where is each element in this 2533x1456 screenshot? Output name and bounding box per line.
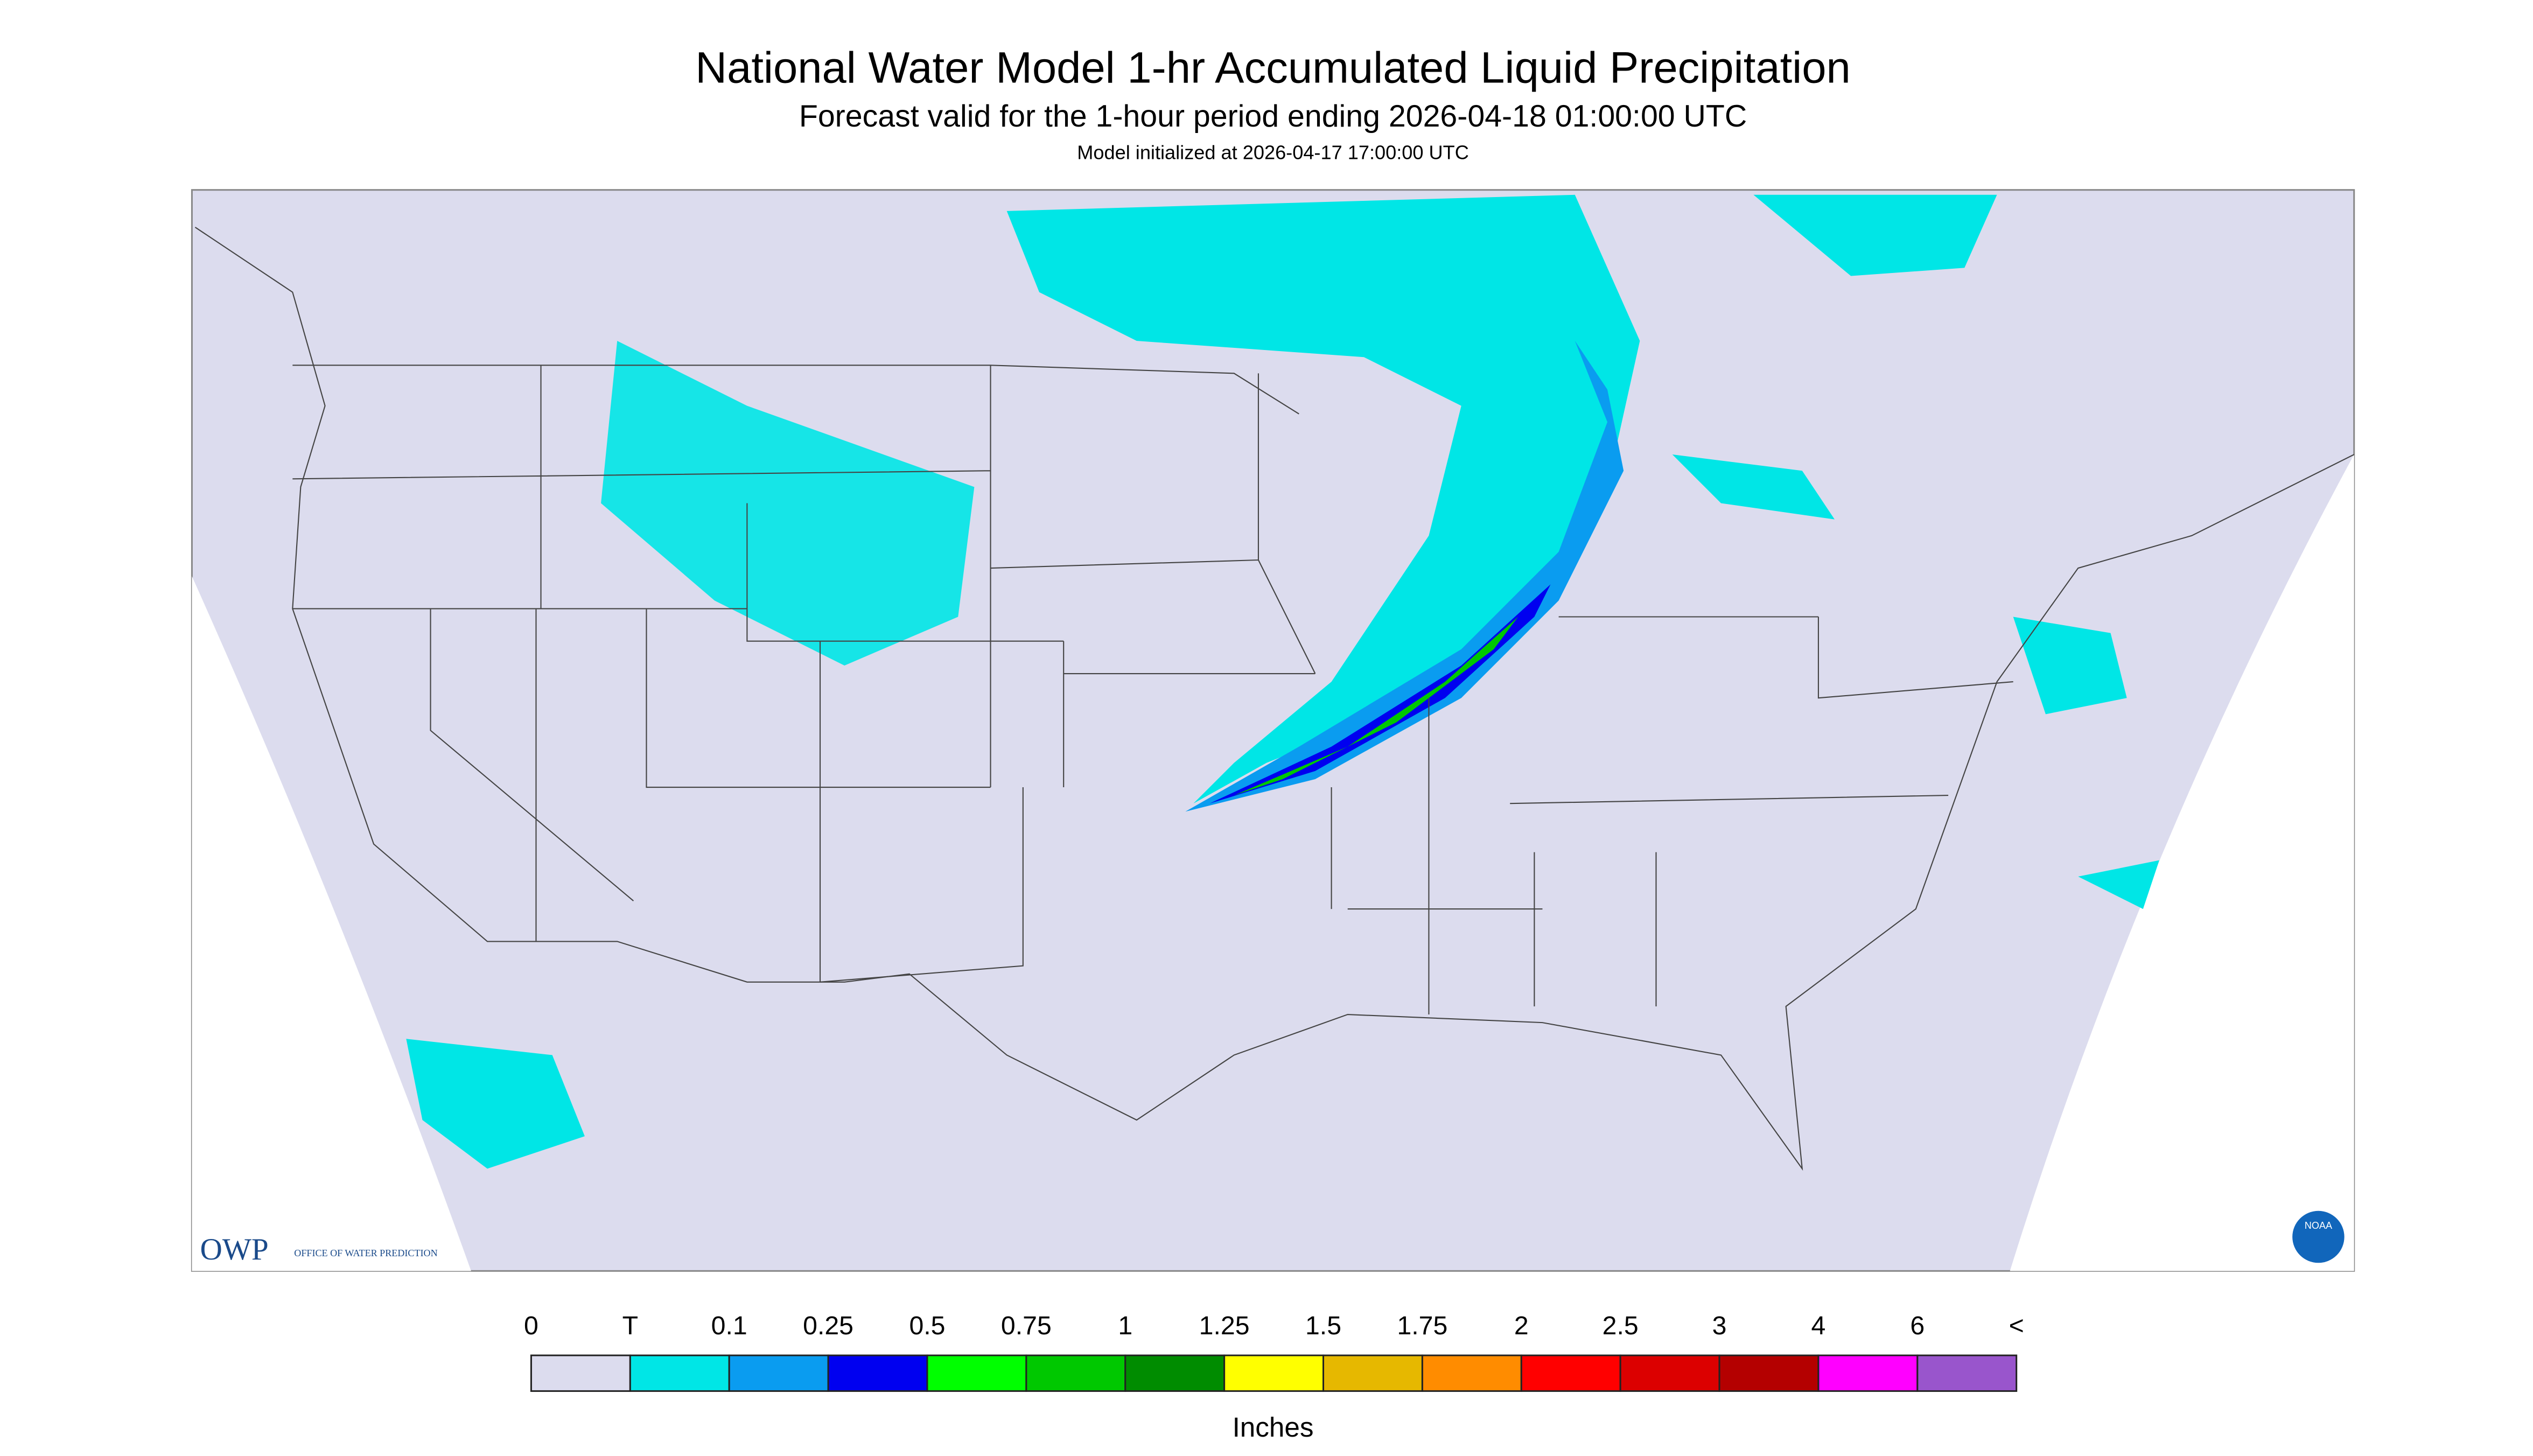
colorbar-label: 4 [1811, 1311, 1826, 1340]
outside-right [2010, 454, 2354, 1271]
colorbar-label: 0.1 [711, 1311, 747, 1340]
colorbar-box [827, 1354, 928, 1392]
init-note: Model initialized at 2026-04-17 17:00:00… [1077, 141, 1469, 163]
colorbar-label: 0.5 [909, 1311, 945, 1340]
colorbar-label: 3 [1712, 1311, 1727, 1340]
colorbar-label: 1.25 [1199, 1311, 1250, 1340]
colorbar-unit: Inches [1233, 1412, 1314, 1443]
colorbar-label: 6 [1910, 1311, 1925, 1340]
colorbar-box [1323, 1354, 1423, 1392]
colorbar-box [1421, 1354, 1522, 1392]
map: OWP OFFICE OF WATER PREDICTION NOAA [191, 189, 2355, 1272]
noaa-logo [2292, 1210, 2345, 1263]
colorbar-box [1520, 1354, 1621, 1392]
colorbar-box [1223, 1354, 1325, 1392]
colorbar-box [1916, 1354, 2018, 1392]
colorbar-label: 1.5 [1305, 1311, 1341, 1340]
title: National Water Model 1-hr Accumulated Li… [695, 44, 1850, 93]
colorbar-label: 1 [1118, 1311, 1132, 1340]
colorbar-label: 0.75 [1001, 1311, 1052, 1340]
noaa-text: NOAA [2305, 1220, 2333, 1231]
colorbar-box [530, 1354, 631, 1392]
colorbar-label: 1.75 [1397, 1311, 1447, 1340]
boundaries [194, 227, 2355, 1171]
colorbar-box [629, 1354, 730, 1392]
colorbar-label: 0 [524, 1311, 538, 1340]
colorbar-label: T [622, 1311, 638, 1340]
colorbar: 0 T 0.1 0.25 0.5 0.75 1 1.25 1.5 1.75 2 2.5 3 4 6 < [524, 1311, 2024, 1392]
colorbar-label: 2 [1514, 1311, 1529, 1340]
colorbar-box [1718, 1354, 1820, 1392]
colorbar-box [1025, 1354, 1126, 1392]
colorbar-box [926, 1354, 1027, 1392]
colorbar-label: 2.5 [1603, 1311, 1639, 1340]
outside-left [192, 576, 471, 1271]
colorbar-box [728, 1354, 829, 1392]
colorbar-box [1817, 1354, 1919, 1392]
colorbar-box [1619, 1354, 1720, 1392]
logo-name: OWP [200, 1233, 268, 1266]
subtitle: Forecast valid for the 1-hour period end… [799, 99, 1747, 134]
colorbar-label: 0.25 [803, 1311, 853, 1340]
colorbar-label: < [2009, 1311, 2024, 1340]
logo-text: OFFICE OF WATER PREDICTION [294, 1248, 437, 1258]
colorbar-box [1124, 1354, 1226, 1392]
